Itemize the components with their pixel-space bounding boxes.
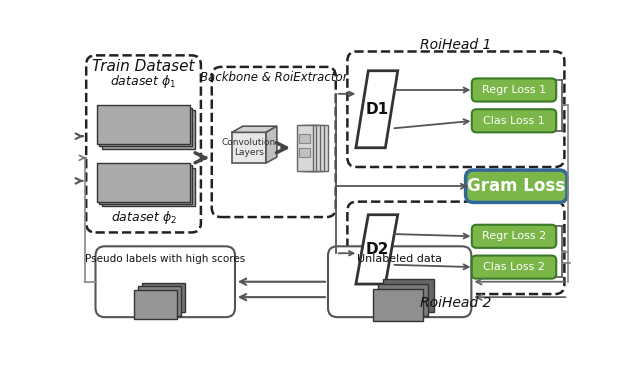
Text: Unlabeled data: Unlabeled data (357, 254, 442, 264)
Polygon shape (232, 126, 277, 132)
FancyBboxPatch shape (300, 148, 310, 157)
FancyBboxPatch shape (378, 284, 428, 316)
FancyBboxPatch shape (102, 110, 195, 149)
Text: RoiHead 2: RoiHead 2 (420, 296, 492, 310)
FancyBboxPatch shape (383, 280, 434, 312)
FancyBboxPatch shape (472, 225, 556, 248)
FancyBboxPatch shape (97, 105, 190, 144)
FancyBboxPatch shape (142, 283, 184, 312)
Text: RoiHead 1: RoiHead 1 (420, 38, 492, 52)
Text: Gram Loss: Gram Loss (467, 177, 565, 195)
FancyBboxPatch shape (312, 125, 328, 171)
FancyBboxPatch shape (138, 287, 180, 316)
Text: Backbone & RoiExtractor: Backbone & RoiExtractor (200, 71, 348, 84)
Polygon shape (356, 71, 397, 148)
FancyBboxPatch shape (134, 290, 177, 319)
Text: Clas Loss 1: Clas Loss 1 (483, 116, 545, 126)
Text: Train Dataset: Train Dataset (92, 59, 195, 74)
Polygon shape (356, 215, 397, 284)
FancyBboxPatch shape (95, 246, 235, 317)
Text: Regr Loss 2: Regr Loss 2 (482, 231, 546, 241)
FancyBboxPatch shape (472, 78, 556, 101)
Text: Regr Loss 1: Regr Loss 1 (482, 85, 546, 95)
FancyBboxPatch shape (308, 125, 324, 171)
Text: D1: D1 (365, 102, 388, 117)
Text: Pseudo labels with high scores: Pseudo labels with high scores (85, 254, 245, 264)
FancyBboxPatch shape (328, 246, 472, 317)
FancyBboxPatch shape (372, 289, 423, 321)
FancyBboxPatch shape (99, 108, 193, 146)
FancyBboxPatch shape (300, 134, 310, 143)
FancyBboxPatch shape (465, 170, 567, 203)
FancyBboxPatch shape (297, 125, 312, 171)
FancyBboxPatch shape (99, 165, 193, 204)
FancyBboxPatch shape (472, 255, 556, 278)
Text: Convolution
Layers: Convolution Layers (222, 138, 276, 157)
FancyBboxPatch shape (301, 125, 316, 171)
Text: dataset $\phi_1$: dataset $\phi_1$ (111, 73, 177, 90)
Text: dataset $\phi_2$: dataset $\phi_2$ (111, 208, 177, 226)
Polygon shape (266, 126, 277, 163)
FancyBboxPatch shape (305, 125, 320, 171)
Text: Clas Loss 2: Clas Loss 2 (483, 262, 545, 272)
FancyBboxPatch shape (97, 163, 190, 201)
FancyBboxPatch shape (102, 168, 195, 206)
Text: D2: D2 (365, 242, 388, 257)
Polygon shape (232, 132, 266, 163)
FancyBboxPatch shape (472, 109, 556, 132)
